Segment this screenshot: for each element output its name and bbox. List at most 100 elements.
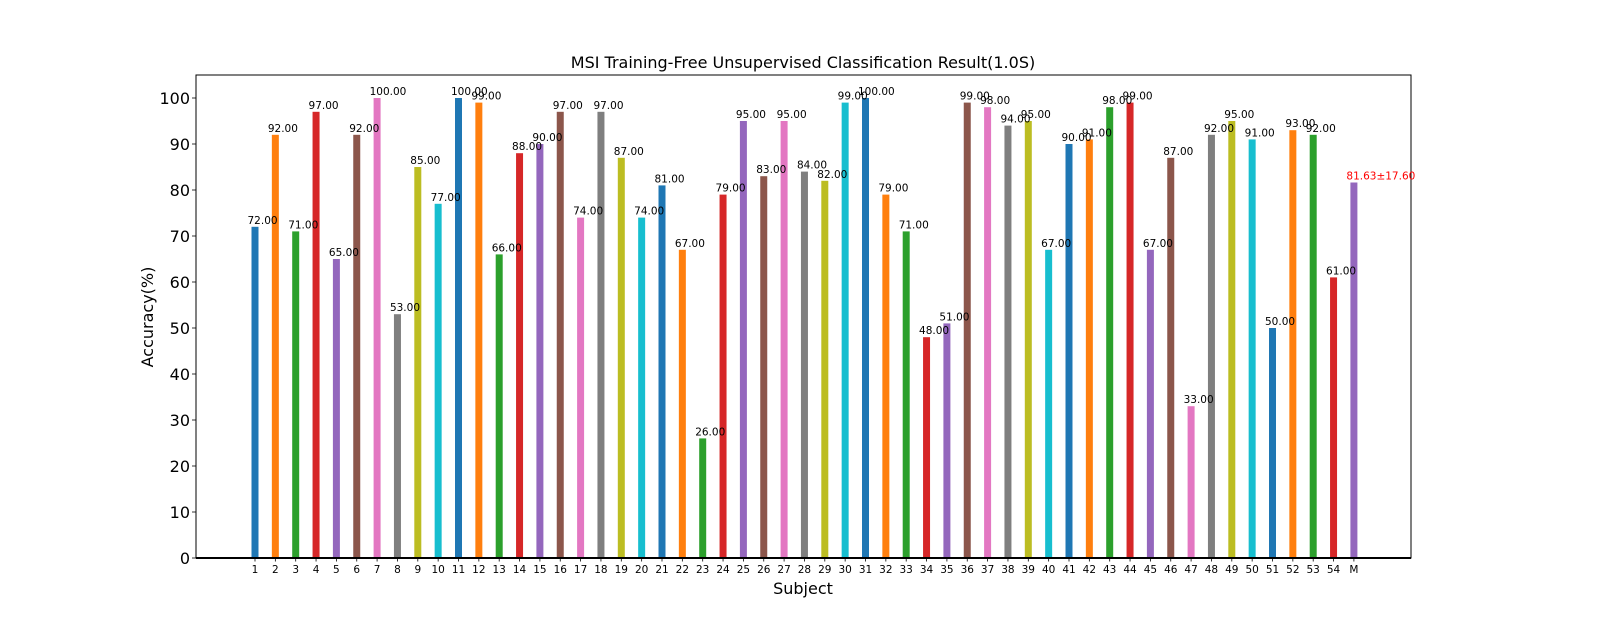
x-tick-label: 21 bbox=[655, 564, 668, 576]
bar-value-label-11: 100.00 bbox=[451, 86, 488, 98]
bar-value-label-43: 98.00 bbox=[1102, 95, 1132, 107]
y-tick-label: 10 bbox=[170, 503, 190, 522]
x-tick-label: 13 bbox=[493, 564, 506, 576]
bar-value-label-9: 85.00 bbox=[410, 155, 440, 167]
bar-4 bbox=[312, 111, 320, 559]
bar-31 bbox=[862, 98, 869, 558]
bar-35 bbox=[943, 323, 951, 558]
x-tick-label: 28 bbox=[798, 564, 811, 576]
bar-value-label-29: 82.00 bbox=[817, 169, 847, 181]
bar-value-label-50: 91.00 bbox=[1245, 127, 1275, 139]
x-tick-label: 3 bbox=[292, 564, 299, 576]
bar-value-label-6: 92.00 bbox=[349, 123, 379, 135]
x-tick-label: 23 bbox=[696, 564, 709, 576]
bar-23 bbox=[699, 438, 707, 558]
bar-labels-group: 72.00 92.00 71.00 97.00 65.00 92.00 100.00 53.0… bbox=[248, 86, 1416, 438]
y-tick-label: 70 bbox=[170, 227, 190, 246]
bar-value-label-28: 84.00 bbox=[797, 160, 827, 172]
bar-value-label-49: 95.00 bbox=[1224, 109, 1254, 121]
x-axis-label: Subject bbox=[773, 579, 833, 598]
bar-1 bbox=[251, 226, 259, 559]
bar-value-label-24: 79.00 bbox=[716, 183, 746, 195]
bar-43 bbox=[1106, 107, 1114, 558]
bar-value-label-44: 99.00 bbox=[1123, 91, 1153, 103]
bar-28 bbox=[800, 171, 808, 558]
y-tick-label: 30 bbox=[170, 411, 190, 430]
bar-value-label-25: 95.00 bbox=[736, 109, 766, 121]
x-tick-label: 49 bbox=[1225, 564, 1238, 576]
bar-15 bbox=[536, 144, 544, 558]
bar-29 bbox=[821, 180, 829, 559]
bar-49 bbox=[1228, 121, 1236, 558]
bar-48 bbox=[1207, 134, 1215, 559]
bar-value-label-15: 90.00 bbox=[532, 132, 562, 144]
x-tick-label: 37 bbox=[981, 564, 994, 576]
x-tick-label: 2 bbox=[272, 564, 279, 576]
x-tick-label: 54 bbox=[1327, 564, 1341, 576]
bar-45 bbox=[1146, 249, 1154, 559]
bar-value-label-54: 61.00 bbox=[1326, 265, 1356, 277]
x-tick-label: 31 bbox=[859, 564, 872, 576]
x-tick-label: 14 bbox=[513, 564, 527, 576]
bar-value-label-37: 98.00 bbox=[980, 95, 1010, 107]
y-tick-label: 0 bbox=[180, 549, 190, 568]
bar-value-label-17: 74.00 bbox=[573, 206, 603, 218]
x-tick-label: 12 bbox=[472, 564, 485, 576]
x-tick-label: 15 bbox=[533, 564, 546, 576]
bar-value-label-51: 50.00 bbox=[1265, 316, 1295, 328]
x-tick-label: 8 bbox=[394, 564, 401, 576]
bar-12 bbox=[475, 102, 483, 558]
y-tick-label: 40 bbox=[170, 365, 190, 384]
bar-20 bbox=[638, 217, 646, 558]
bar-40 bbox=[1045, 249, 1053, 559]
bar-47 bbox=[1187, 406, 1195, 558]
x-tick-label: 30 bbox=[838, 564, 851, 576]
x-tick-label: 41 bbox=[1062, 564, 1075, 576]
bar-42 bbox=[1085, 139, 1093, 558]
bar-value-label-13: 66.00 bbox=[492, 242, 522, 254]
bar-37 bbox=[984, 107, 992, 558]
bar-2 bbox=[271, 134, 279, 559]
x-tick-label: 25 bbox=[737, 564, 750, 576]
bar-26 bbox=[760, 176, 768, 558]
x-tick-label: 38 bbox=[1001, 564, 1014, 576]
bar-value-label-30: 99.00 bbox=[838, 91, 868, 103]
bar-11 bbox=[455, 98, 462, 558]
bar-8 bbox=[393, 314, 401, 558]
bar-13 bbox=[495, 254, 503, 558]
bar-value-label-33: 71.00 bbox=[899, 219, 929, 231]
bar-value-label-23: 26.00 bbox=[695, 426, 725, 438]
y-ticks-group: 0 10 20 30 40 50 60 70 80 90 100 bbox=[159, 89, 196, 568]
bar-3 bbox=[292, 231, 300, 558]
bar-value-label-M: 81.63±17.60 bbox=[1346, 171, 1415, 183]
bar-34 bbox=[923, 337, 931, 558]
x-tick-label: 39 bbox=[1022, 564, 1035, 576]
bar-25 bbox=[739, 121, 747, 558]
x-tick-label: 32 bbox=[879, 564, 892, 576]
x-tick-label: 53 bbox=[1307, 564, 1320, 576]
bar-value-label-31: 100.00 bbox=[858, 86, 895, 98]
chart-title: MSI Training-Free Unsupervised Classific… bbox=[571, 53, 1035, 72]
bar-value-label-7: 100.00 bbox=[370, 86, 407, 98]
y-tick-label: 100 bbox=[159, 89, 190, 108]
x-tick-label: 17 bbox=[574, 564, 587, 576]
x-tick-label: 43 bbox=[1103, 564, 1116, 576]
bar-5 bbox=[332, 259, 340, 558]
x-ticks-group: 1 2 3 4 5 6 7 8 9 10 11 12 13 14 15 16 17 18 19 20 21 22 23 24 2… bbox=[252, 558, 1358, 576]
bar-36 bbox=[963, 102, 971, 558]
y-tick-label: 20 bbox=[170, 457, 190, 476]
x-tick-label: 52 bbox=[1286, 564, 1299, 576]
bar-value-label-38: 94.00 bbox=[1000, 114, 1030, 126]
bar-9 bbox=[414, 167, 422, 558]
x-tick-label: 35 bbox=[940, 564, 953, 576]
x-tick-label: 18 bbox=[594, 564, 607, 576]
bar-value-label-42: 91.00 bbox=[1082, 127, 1112, 139]
bar-value-label-36: 99.00 bbox=[960, 91, 990, 103]
bars-group bbox=[251, 98, 1358, 559]
bar-value-label-27: 95.00 bbox=[777, 109, 807, 121]
bar-39 bbox=[1024, 121, 1032, 558]
bar-17 bbox=[577, 217, 585, 558]
x-tick-label: 36 bbox=[961, 564, 975, 576]
x-tick-label: 33 bbox=[900, 564, 913, 576]
